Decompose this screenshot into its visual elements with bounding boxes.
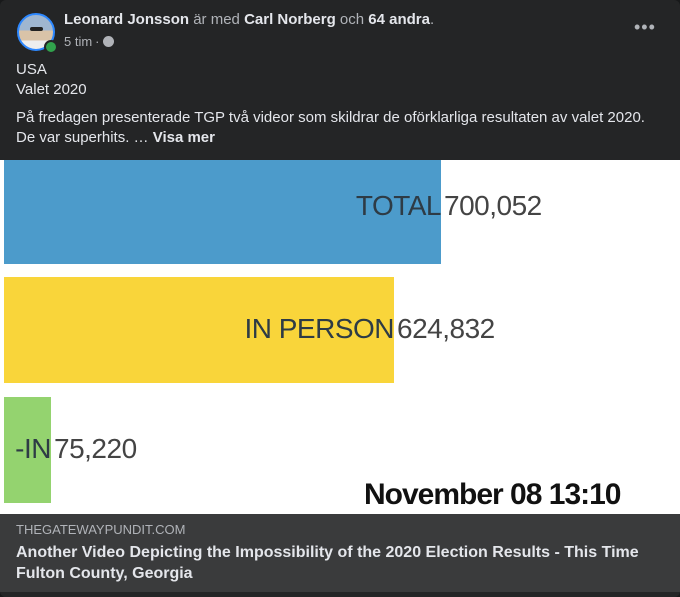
bar-2 (4, 397, 51, 503)
body-text: På fredagen presenterade TGP två videor … (16, 109, 645, 146)
period: . (429, 11, 435, 28)
bar-label: IN PERSON (244, 313, 394, 344)
separator: · (95, 34, 100, 49)
bar-label: TOTAL (355, 190, 442, 221)
text-body: På fredagen presenterade TGP två videor … (16, 108, 666, 148)
link-domain: THEGATEWAYPUNDIT.COM (16, 522, 186, 537)
tagged-name[interactable]: Carl Norberg (244, 11, 336, 28)
link-preview-image[interactable]: November 08 13:10 TOTAL 700,052 IN PERSON 6… (0, 160, 680, 514)
post-meta: 5 tim · (64, 34, 114, 49)
avatar-glasses (30, 27, 43, 31)
image-timestamp: November 08 13:10 (364, 478, 621, 511)
text-line: USA (16, 61, 47, 78)
more-options-button[interactable]: ••• (634, 17, 656, 37)
bar-label: -IN (15, 433, 51, 464)
with-text: är med (193, 11, 240, 28)
and-text: och (339, 11, 365, 28)
post-time[interactable]: 5 tim (64, 34, 93, 49)
text-line: Valet 2020 (16, 81, 87, 98)
post-footer (0, 592, 680, 597)
author-name[interactable]: Leonard Jonsson (64, 11, 190, 28)
link-card[interactable]: THEGATEWAYPUNDIT.COM Another Video Depic… (0, 514, 680, 592)
post-text: USA Valet 2020 På fredagen presenterade … (16, 60, 666, 148)
bar-1 (4, 277, 394, 383)
bar-value: 624,832 (397, 313, 495, 344)
others-link[interactable]: 64 andra (368, 11, 430, 28)
bar-value: 700,052 (444, 190, 542, 221)
bar-value: 75,220 (54, 433, 137, 464)
globe-icon (102, 36, 114, 47)
bar-0 (4, 160, 441, 264)
post-header: Leonard Jonsson är med Carl Norberg och … (64, 11, 434, 28)
author-avatar[interactable] (17, 13, 55, 51)
online-status-dot (44, 40, 58, 54)
see-more-link[interactable]: Visa mer (152, 129, 215, 146)
link-title[interactable]: Another Video Depicting the Impossibilit… (16, 544, 639, 582)
